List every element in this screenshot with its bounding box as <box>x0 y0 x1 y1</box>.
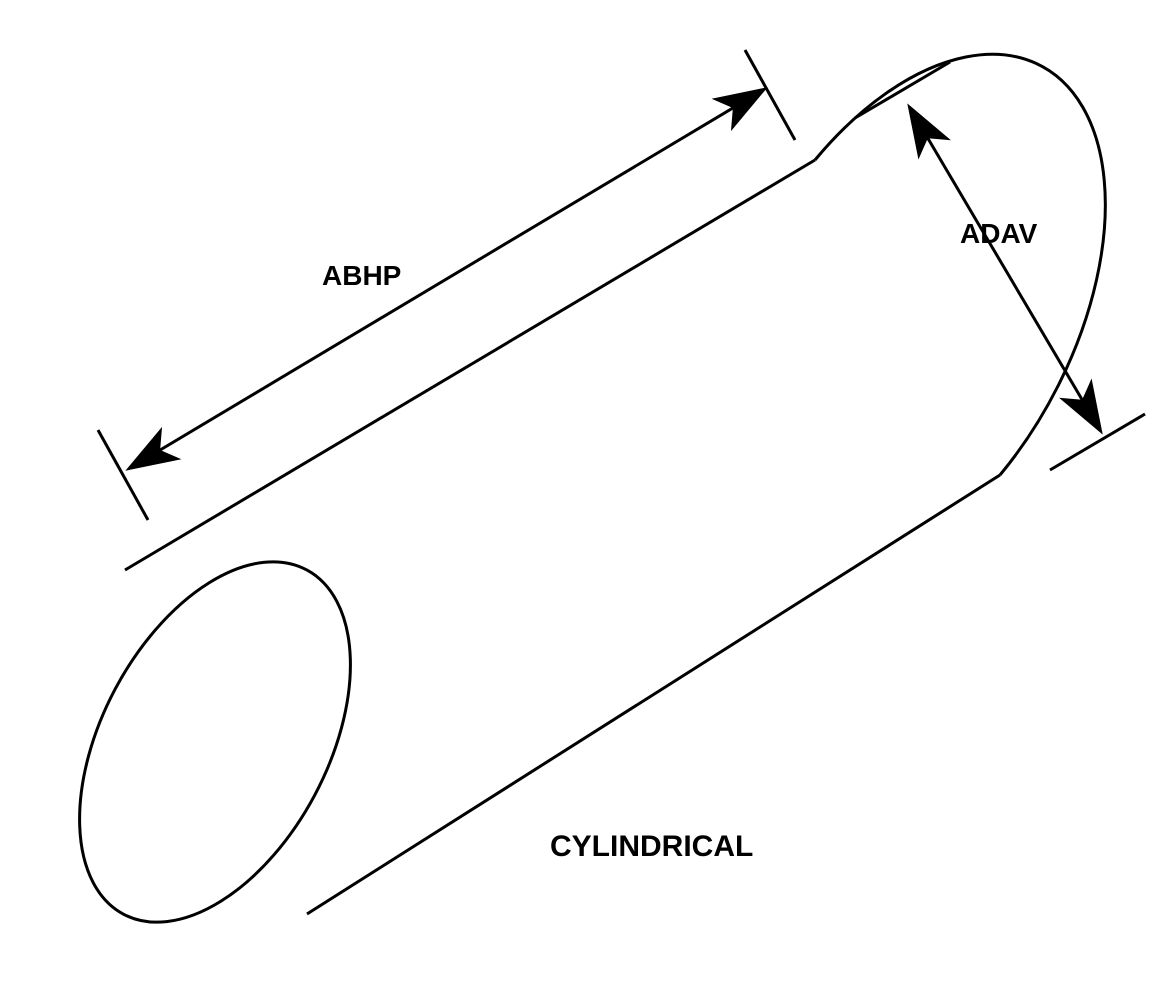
dimension-label-adav: ADAV <box>960 218 1037 250</box>
shape-title: CYLINDRICAL <box>550 830 753 864</box>
dimension-label-abhp: ABHP <box>322 260 401 292</box>
